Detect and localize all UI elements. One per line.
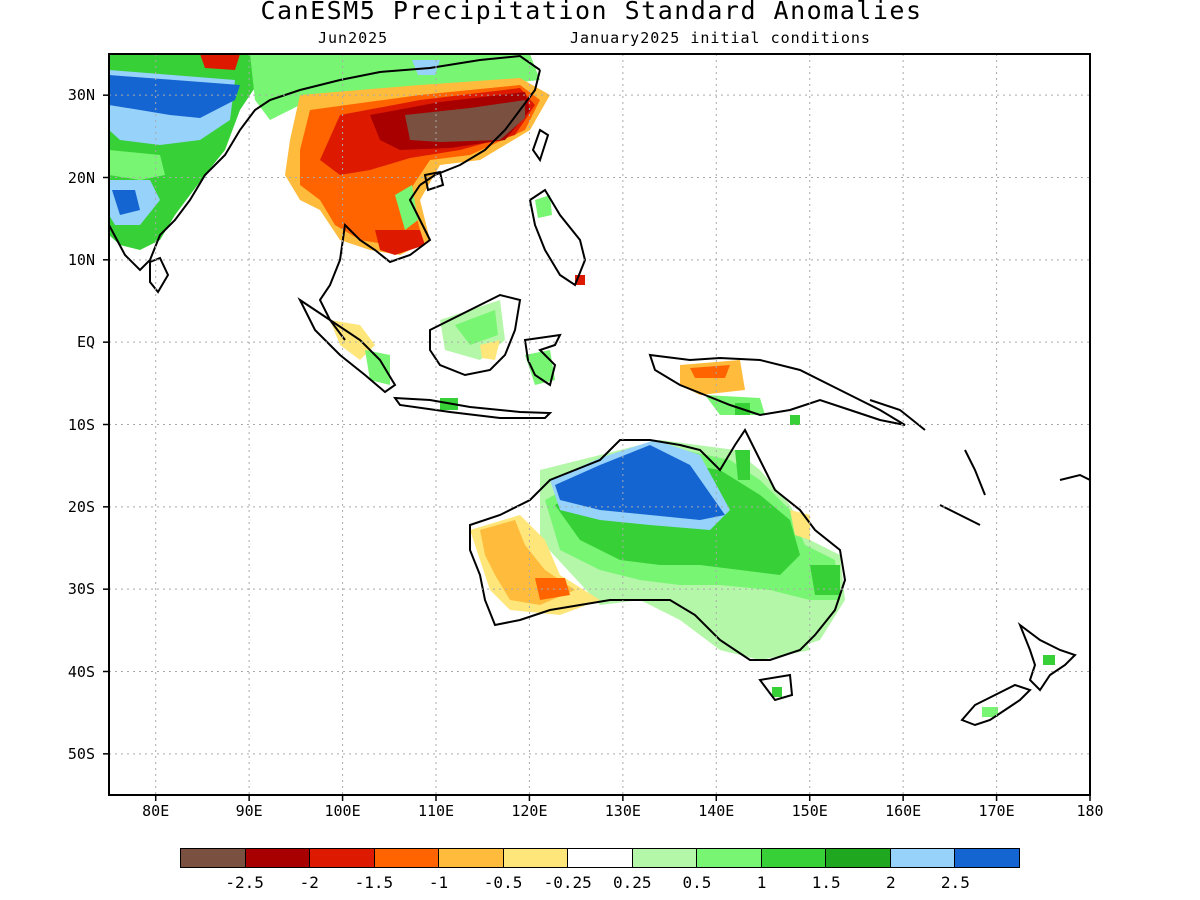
lat-label: 20S [67,497,95,516]
colorbar-label: 1.5 [811,873,841,892]
coast-sulawesi [523,333,562,387]
colorbar-label: 0.25 [613,873,652,892]
lon-label: 80E [142,802,170,820]
lon-label: 160E [885,802,922,820]
anomaly-nz-north-green [1043,655,1055,665]
colorbar-label: -0.5 [483,873,523,892]
anomaly-red-top [200,54,240,70]
colorbar-label: -1 [428,873,449,892]
colorbar-swatch [439,849,504,867]
anomaly-sumatra-yellow [330,320,375,360]
lon-label: 150E [791,802,828,820]
coast-new-caledonia [939,504,981,526]
lat-label: 30S [67,580,95,599]
coast-java [392,396,553,419]
coast-borneo [429,293,522,377]
anomaly-vic-green [720,620,810,660]
coast-new-guinea [648,353,906,426]
lat-label: 30N [67,86,95,105]
colorbar-label: 1 [756,873,767,892]
lon-label: 130E [604,802,641,820]
colorbar-swatch [568,849,633,867]
chart-title: CanESM5 Precipitation Standard Anomalies [260,0,923,25]
colorbar-swatch [890,849,956,867]
colorbar-swatch [761,849,827,867]
lon-label: 180 [1076,802,1104,820]
anomaly-borneo-yellow [480,340,500,360]
colorbar-swatch [245,849,311,867]
lon-label: 100E [324,802,361,820]
plot-border [108,53,1091,796]
coast-solomons [869,399,926,431]
lon-label: 90E [235,802,263,820]
coast-nz-south [960,683,1032,727]
anomaly-cambodia-red [375,230,425,255]
coast-srilanka [149,256,170,294]
coast-australia [469,428,847,661]
colorbar-swatch [955,849,1019,867]
anomaly-wa-red [535,578,570,600]
lat-label: 10S [67,415,95,434]
plot-frame [103,53,1091,801]
coast-indochina [318,184,432,341]
forecast-month: Jun2025 [318,29,389,47]
anomaly-sumatra-green [365,350,390,385]
colorbar-label: 0.5 [682,873,712,892]
colorbar [180,848,1020,868]
lat-label: EQ [76,333,95,352]
anomaly-borneo-green2 [455,310,498,345]
coast-tasmania [758,673,794,702]
lon-label: 170E [978,802,1015,820]
colorbar-label: -2 [299,873,319,892]
coast-hainan [423,170,445,192]
colorbar-swatch [503,849,569,867]
colorbar-label: -2.5 [225,873,264,892]
lat-label: 50S [67,744,95,763]
coast-taiwan [531,128,550,163]
anomaly-png-orange [690,365,730,378]
coast-india [109,54,541,272]
colorbar-label: 2.5 [940,873,970,892]
colorbar-swatch [181,849,246,867]
coast-nz-north [1017,622,1077,692]
coast-philippines [528,188,587,287]
colorbar-swatch [310,849,375,867]
anomaly-india-lightgreen [109,150,165,180]
anomaly-fields [109,54,1055,717]
lon-label: 120E [511,802,548,820]
anomaly-philippines-green [535,195,552,218]
anomaly-png-dot [790,415,800,425]
coast-fiji [1059,473,1090,481]
lon-label: 110E [417,802,455,820]
coast-china-east [419,69,541,186]
anomaly-china-brown [405,100,525,142]
anomaly-india-blue-sw [112,190,140,215]
coast-sumatra [297,297,397,394]
colorbar-swatch [697,849,762,867]
anomaly-tas-green [772,687,782,697]
anomaly-ne-aus-green [735,450,750,480]
anomaly-australia-east-green [810,565,840,595]
lon-label: 140E [698,802,735,820]
colorbar-swatch [632,849,698,867]
colorbar-label: -1.5 [354,873,394,892]
lat-label: 40S [67,662,95,681]
lat-label: 10N [67,250,95,269]
colorbar-swatch [826,849,891,867]
anomaly-nz-south-green [982,707,998,717]
anomaly-ne-green [250,54,540,120]
anomaly-australia-blue [555,445,725,520]
lat-label: 20N [67,168,95,187]
coast-vanuatu [964,449,986,496]
initial-conditions: January2025 initial conditions [570,29,871,47]
colorbar-swatch [374,849,440,867]
colorbar-label: -0.25 [543,873,592,892]
colorbar-label: 2 [885,873,896,892]
anomaly-india-blue [109,75,240,118]
coastlines [109,54,1090,727]
